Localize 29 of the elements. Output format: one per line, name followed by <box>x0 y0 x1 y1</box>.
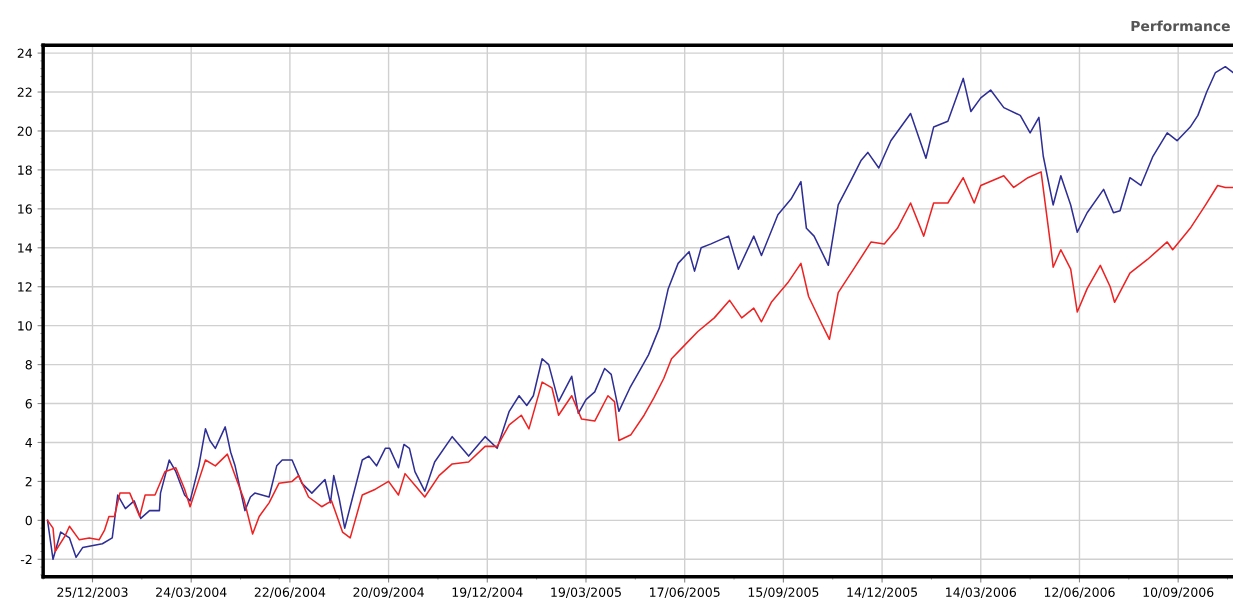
x-tick-label: 20/09/2004 <box>353 587 424 598</box>
line-series <box>46 65 1233 561</box>
x-tick-label: 14/03/2006 <box>946 587 1017 598</box>
y-tick-label: 16 <box>18 204 32 214</box>
y-tick-label: 14 <box>18 243 33 253</box>
x-tick-label: 12/06/2006 <box>1044 587 1115 598</box>
x-tick-label: 19/12/2004 <box>452 587 523 598</box>
y-tick-label: 6 <box>25 399 32 409</box>
y-tick-label: 18 <box>18 165 32 175</box>
y-tick-label: -2 <box>20 554 32 565</box>
x-tick-label: 10/09/2006 <box>1143 587 1214 598</box>
y-tick-label: 4 <box>25 438 33 448</box>
y-tick-label: 2 <box>25 476 32 487</box>
y-tick-label: 20 <box>17 126 32 136</box>
x-tick-label: 19/03/2005 <box>551 587 621 598</box>
y-tick-label: 8 <box>25 360 32 370</box>
x-tick-label: 17/06/2005 <box>650 587 720 598</box>
x-tick-label: 25/12/2003 <box>57 587 128 598</box>
x-tick-label: 14/12/2005 <box>847 587 918 598</box>
y-tick-label: 0 <box>25 515 32 526</box>
y-tick-label: 12 <box>18 282 32 292</box>
y-tick-label: 24 <box>17 48 33 58</box>
x-tick-label: 24/03/2004 <box>156 587 227 598</box>
x-tick-label: 22/06/2004 <box>254 587 326 598</box>
x-tick-label: 15/09/2005 <box>748 587 819 598</box>
y-tick-label: 10 <box>18 321 32 331</box>
y-tick-label: 22 <box>17 87 32 97</box>
line-series <box>46 171 1233 553</box>
chart-title: Performance <box>1131 20 1230 32</box>
